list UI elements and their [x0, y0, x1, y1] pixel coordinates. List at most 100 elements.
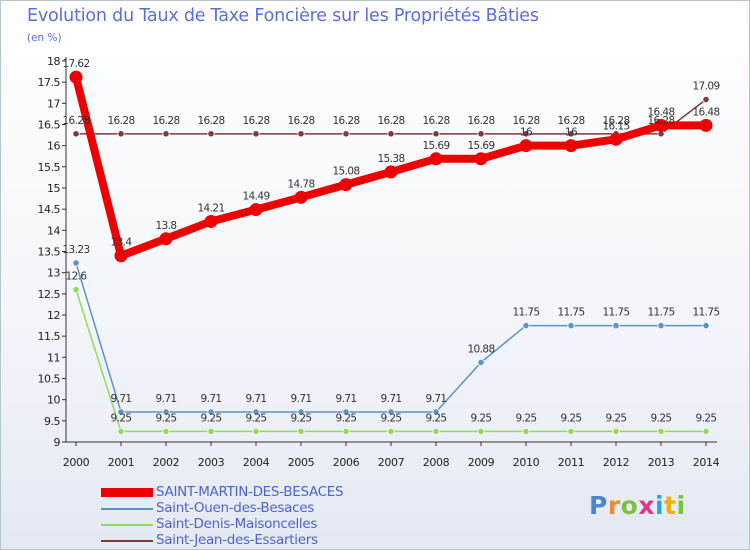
- data-label: 9.25: [651, 412, 672, 424]
- x-tick-label: 2014: [693, 456, 720, 469]
- data-point: [699, 118, 713, 132]
- logo-letter: i: [655, 491, 665, 520]
- data-label: 16.28: [152, 115, 179, 127]
- data-point: [654, 118, 668, 132]
- logo-letter: r: [607, 491, 621, 520]
- data-point: [207, 130, 215, 138]
- data-point: [207, 408, 215, 416]
- data-point: [342, 408, 350, 416]
- logo-letter: P: [589, 491, 608, 520]
- data-label: 16.28: [287, 115, 314, 127]
- y-tick-label: 13.5: [38, 246, 61, 259]
- data-point: [114, 249, 128, 263]
- data-label: 16.28: [602, 115, 629, 127]
- x-tick-label: 2003: [198, 456, 225, 469]
- logo-letter: i: [676, 491, 686, 520]
- data-point: [342, 427, 350, 436]
- data-label: 17.09: [692, 81, 719, 93]
- data-label: 11.75: [512, 307, 539, 319]
- data-point: [117, 408, 125, 416]
- proxiti-logo: Proxiti: [589, 491, 686, 520]
- data-point: [564, 139, 578, 153]
- data-point: [522, 427, 530, 436]
- data-point: [297, 408, 305, 416]
- data-point: [387, 130, 395, 138]
- data-point: [522, 130, 530, 138]
- data-point: [609, 132, 623, 146]
- data-label: 16: [565, 127, 578, 139]
- x-tick-label: 2004: [243, 456, 270, 469]
- data-label: 16.28: [422, 115, 449, 127]
- data-label: 15.08: [332, 166, 359, 178]
- y-tick-label: 17.5: [38, 76, 61, 89]
- data-label: 9.25: [111, 412, 132, 424]
- data-point: [432, 427, 440, 436]
- data-point: [204, 214, 218, 228]
- data-label: 9.25: [561, 412, 582, 424]
- data-label: 11.75: [647, 307, 674, 319]
- data-point: [297, 130, 305, 138]
- data-label: 16.28: [62, 115, 89, 127]
- y-tick-label: 16.5: [38, 119, 61, 132]
- data-point: [432, 408, 440, 416]
- data-point: [702, 321, 710, 330]
- data-point: [477, 427, 485, 436]
- data-point: [387, 427, 395, 436]
- data-label: 16.28: [377, 115, 404, 127]
- data-label: 16.28: [197, 115, 224, 127]
- x-tick-label: 2010: [513, 456, 540, 469]
- data-label: 16.28: [332, 115, 359, 127]
- legend-swatch: [101, 524, 153, 526]
- data-label: 16: [520, 127, 533, 139]
- data-label: 13.4: [111, 237, 133, 249]
- data-point: [429, 152, 443, 166]
- data-label: 9.71: [381, 393, 402, 405]
- data-point: [159, 232, 173, 246]
- data-point: [162, 427, 170, 436]
- legend-label: Saint-Denis-Maisoncelles: [156, 516, 318, 532]
- y-tick-label: 15: [47, 182, 60, 195]
- x-tick-label: 2011: [558, 456, 584, 469]
- x-tick-label: 2009: [468, 456, 495, 469]
- data-label: 9.71: [246, 393, 267, 405]
- y-tick-label: 15.5: [38, 161, 61, 174]
- x-tick-label: 2001: [108, 456, 134, 469]
- data-label: 14.49: [242, 191, 269, 203]
- data-point: [702, 427, 710, 436]
- x-tick-label: 2005: [288, 456, 315, 469]
- data-point: [477, 130, 485, 138]
- logo-letter: t: [664, 491, 677, 520]
- data-label: 9.25: [336, 412, 357, 424]
- data-label: 15.38: [377, 153, 404, 165]
- y-tick-label: 12: [47, 309, 60, 322]
- data-label: 9.25: [156, 412, 177, 424]
- legend-label: Saint-Ouen-des-Besaces: [156, 500, 314, 516]
- x-tick-label: 2013: [648, 456, 675, 469]
- data-point: [69, 70, 83, 84]
- data-label: 14.21: [197, 202, 224, 214]
- data-point: [207, 427, 215, 436]
- chart-title: Evolution du Taux de Taxe Foncière sur l…: [27, 6, 539, 26]
- y-tick-label: 10.5: [38, 373, 61, 386]
- data-point: [252, 427, 260, 436]
- data-point: [384, 165, 398, 179]
- data-label: 13.8: [156, 220, 177, 232]
- data-label: 11.75: [557, 307, 584, 319]
- data-point: [72, 285, 80, 294]
- data-label: 9.25: [291, 412, 312, 424]
- legend-label: SAINT-MARTIN-DES-BESACES: [156, 484, 344, 500]
- data-point: [657, 427, 665, 436]
- data-point: [252, 130, 260, 138]
- data-label: 17.62: [62, 58, 89, 70]
- data-point: [117, 427, 125, 436]
- data-point: [72, 259, 80, 267]
- data-label: 16.48: [692, 106, 719, 118]
- data-label: 11.75: [692, 307, 719, 319]
- data-label: 9.71: [111, 393, 132, 405]
- legend-swatch: [101, 488, 153, 497]
- data-label: 9.71: [426, 393, 447, 405]
- data-label: 11.75: [602, 307, 629, 319]
- x-tick-label: 2008: [423, 456, 450, 469]
- data-label: 9.25: [246, 412, 267, 424]
